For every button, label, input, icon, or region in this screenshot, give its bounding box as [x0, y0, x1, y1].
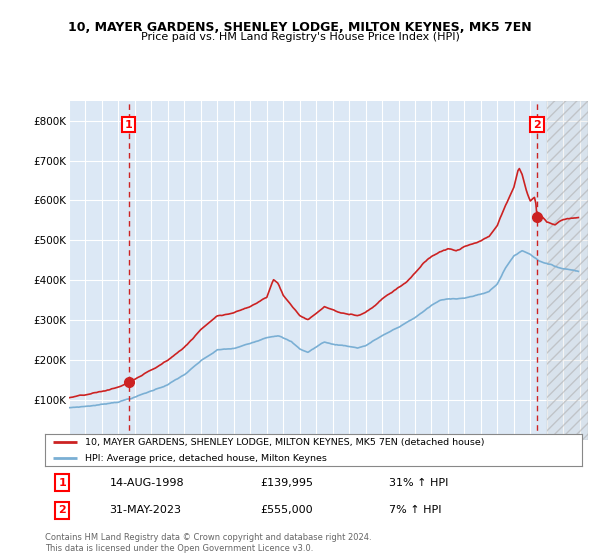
Text: Price paid vs. HM Land Registry's House Price Index (HPI): Price paid vs. HM Land Registry's House …	[140, 32, 460, 43]
Text: 10, MAYER GARDENS, SHENLEY LODGE, MILTON KEYNES, MK5 7EN: 10, MAYER GARDENS, SHENLEY LODGE, MILTON…	[68, 21, 532, 34]
Text: 10, MAYER GARDENS, SHENLEY LODGE, MILTON KEYNES, MK5 7EN (detached house): 10, MAYER GARDENS, SHENLEY LODGE, MILTON…	[85, 437, 485, 447]
Text: 1: 1	[125, 120, 133, 130]
Text: 14-AUG-1998: 14-AUG-1998	[109, 478, 184, 488]
Text: 2: 2	[533, 120, 541, 130]
Text: Contains HM Land Registry data © Crown copyright and database right 2024.
This d: Contains HM Land Registry data © Crown c…	[45, 533, 371, 553]
Text: HPI: Average price, detached house, Milton Keynes: HPI: Average price, detached house, Milt…	[85, 454, 327, 463]
Text: £555,000: £555,000	[260, 506, 313, 515]
Text: £139,995: £139,995	[260, 478, 313, 488]
Text: 31-MAY-2023: 31-MAY-2023	[109, 506, 181, 515]
Text: 31% ↑ HPI: 31% ↑ HPI	[389, 478, 448, 488]
Text: 2: 2	[58, 506, 66, 515]
Text: 1: 1	[58, 478, 66, 488]
Text: 7% ↑ HPI: 7% ↑ HPI	[389, 506, 441, 515]
